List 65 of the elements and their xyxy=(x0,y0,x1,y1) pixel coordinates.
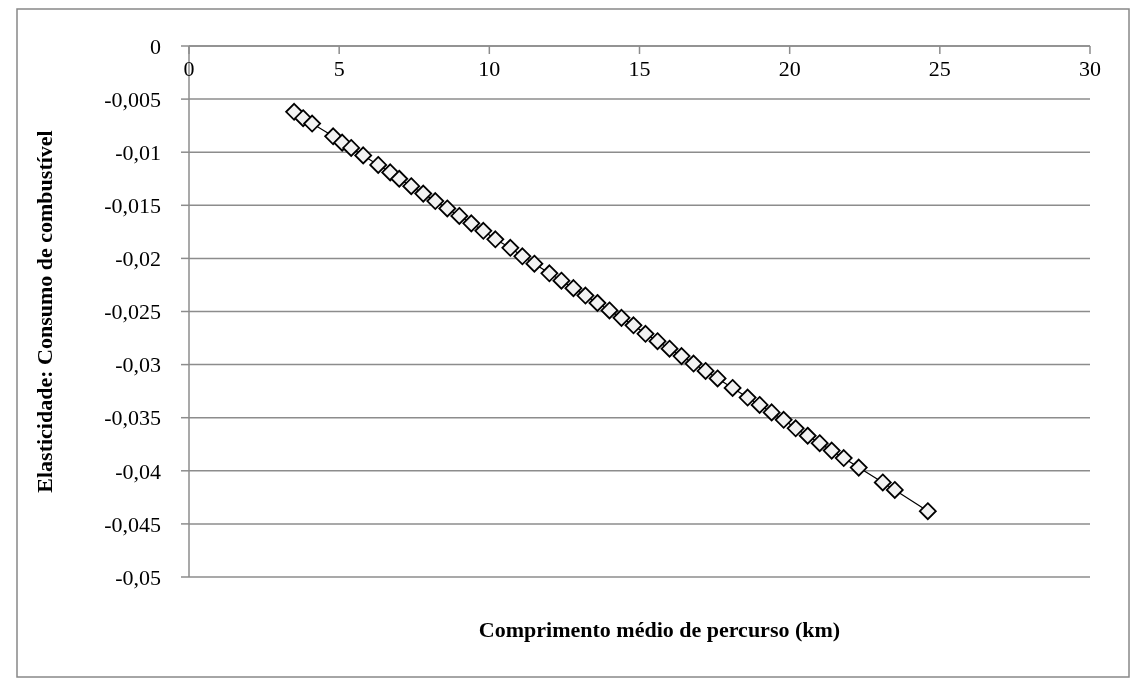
y-tick-label: -0,005 xyxy=(104,86,161,112)
point xyxy=(426,192,445,210)
point xyxy=(354,146,373,165)
point xyxy=(342,139,361,157)
point xyxy=(774,410,793,429)
point xyxy=(564,279,583,298)
y-tick-label: -0,03 xyxy=(115,352,161,378)
point xyxy=(723,379,742,397)
point xyxy=(552,271,571,290)
y-tick-label: -0,025 xyxy=(104,299,161,325)
point xyxy=(390,169,409,188)
y-tick-label: -0,035 xyxy=(104,405,161,431)
point xyxy=(648,332,667,351)
x-tick-label: 10 xyxy=(478,56,501,81)
point xyxy=(660,339,679,358)
y-tick-label: -0,045 xyxy=(104,511,161,537)
point xyxy=(672,347,691,365)
point xyxy=(810,434,829,453)
y-tick-label: -0,015 xyxy=(104,193,161,218)
point xyxy=(438,199,457,218)
point xyxy=(885,481,904,499)
y-tick-label: -0,04 xyxy=(115,458,161,484)
point xyxy=(798,426,817,445)
point xyxy=(918,502,937,521)
point xyxy=(540,264,559,283)
y-tick-label: 0 xyxy=(150,33,161,59)
point xyxy=(708,369,727,388)
point xyxy=(486,230,505,249)
y-axis-title: Elasticidade: Consumo de combustível xyxy=(32,130,57,493)
x-tick-label: 30 xyxy=(1079,56,1101,81)
point xyxy=(525,254,544,273)
point xyxy=(501,238,520,257)
point xyxy=(369,156,388,174)
y-tick-label: -0,05 xyxy=(115,564,161,590)
point xyxy=(624,316,643,335)
x-tick-label: 25 xyxy=(928,56,951,81)
point xyxy=(849,458,868,477)
point xyxy=(696,362,715,380)
point xyxy=(684,354,703,373)
point xyxy=(762,403,781,422)
point xyxy=(303,114,322,133)
point xyxy=(873,473,892,492)
point xyxy=(612,308,631,327)
point xyxy=(402,177,421,196)
point xyxy=(600,301,619,320)
point xyxy=(636,324,655,343)
x-tick-label: 15 xyxy=(628,56,651,81)
y-tick-label: -0,02 xyxy=(115,246,161,272)
point xyxy=(474,221,493,240)
point xyxy=(450,207,469,225)
point xyxy=(822,441,841,460)
x-axis-title: Comprimento médio de percurso (km) xyxy=(478,617,841,642)
x-tick-label: 20 xyxy=(778,56,801,81)
point xyxy=(576,286,595,305)
point xyxy=(750,396,769,414)
point xyxy=(513,247,532,266)
point xyxy=(414,184,433,203)
y-tick-label: -0,01 xyxy=(115,139,161,165)
x-tick-label: 5 xyxy=(333,56,345,81)
point xyxy=(588,294,607,312)
point xyxy=(738,388,757,407)
point xyxy=(462,214,481,233)
point xyxy=(834,449,853,467)
x-tick-label: 0 xyxy=(183,56,195,81)
point xyxy=(786,419,805,438)
